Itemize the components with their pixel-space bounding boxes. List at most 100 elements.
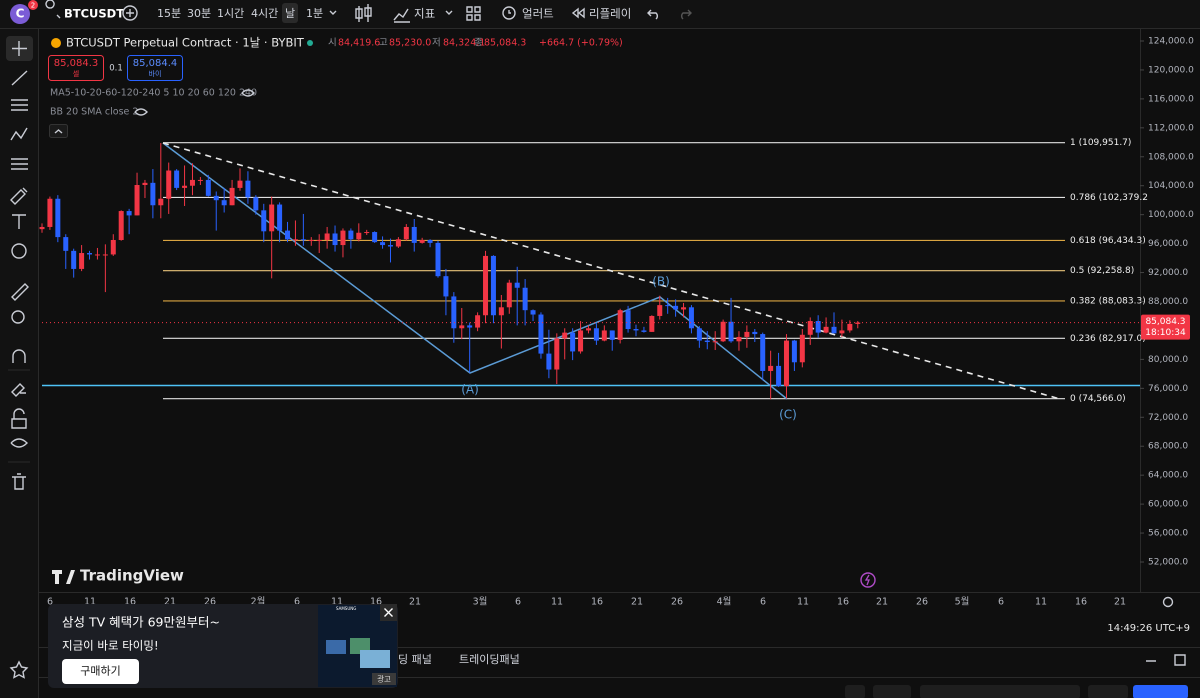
indicators-button[interactable]: 지표	[414, 7, 435, 21]
candle-body	[744, 331, 750, 337]
hide-tool[interactable]	[10, 438, 28, 448]
fib-tool[interactable]	[11, 99, 28, 111]
candle-body	[182, 185, 188, 188]
candle-body	[562, 332, 568, 339]
candle-body	[855, 322, 861, 324]
interval-button[interactable]: 1시간	[217, 7, 244, 20]
interval-button[interactable]: 날	[285, 7, 295, 20]
crosshair-tool[interactable]	[12, 41, 27, 56]
fib-label: 0 (74,566.0)	[1070, 394, 1126, 404]
date-tick-label: 16	[124, 597, 136, 608]
signal-icon	[864, 574, 870, 586]
redo-button[interactable]	[681, 9, 692, 20]
panel-controls[interactable]	[1146, 654, 1186, 666]
buy-button[interactable]	[127, 55, 183, 81]
price-tick-label: 88,000.0	[1148, 297, 1188, 307]
candle-body	[277, 204, 283, 231]
candle-body	[506, 282, 512, 308]
candle-body	[269, 204, 275, 232]
time-axis: 6 11 16 21 26 2월 6 11 16 21 3월 6 11 16 21 26 4월 6 11 16 21 26…	[47, 596, 1126, 608]
interval-button[interactable]: 15분	[157, 7, 181, 20]
interval-button[interactable]: 4시간	[251, 7, 278, 20]
candle-body	[570, 332, 576, 352]
interval-button[interactable]: 30분	[187, 7, 211, 20]
panel-button[interactable]	[873, 685, 911, 698]
trendline-tool[interactable]	[11, 70, 28, 86]
replay-button[interactable]: 리플레이	[589, 7, 631, 21]
pattern-tool[interactable]	[10, 127, 28, 141]
interval-button[interactable]: 1분	[306, 7, 323, 20]
lock-tool[interactable]	[11, 408, 27, 429]
candle-body	[657, 305, 663, 316]
brush-tool[interactable]	[10, 187, 28, 205]
ohlc-label: 종	[474, 38, 483, 49]
candle-body	[696, 328, 702, 341]
fib-label: 0.5 (92,258.8)	[1070, 266, 1134, 276]
candle-body	[285, 230, 291, 240]
delete-tool[interactable]	[12, 473, 26, 490]
candle-body	[63, 237, 69, 251]
hide-bb[interactable]	[134, 108, 148, 116]
collapse-legend[interactable]	[49, 124, 68, 138]
candle-body	[839, 330, 845, 334]
avatar[interactable]	[10, 4, 30, 24]
favorites-tool[interactable]	[9, 660, 29, 679]
signal-button[interactable]	[860, 572, 876, 588]
forecast-tool[interactable]	[11, 158, 28, 170]
interval-active-bg	[282, 3, 298, 23]
symbol[interactable]: BTCUSDT	[64, 7, 124, 21]
buy-price: 85,084.4	[133, 58, 178, 69]
candle-type-icon[interactable]	[355, 4, 372, 22]
candle-body	[39, 226, 45, 230]
price-tick-label: 92,000.0	[1148, 268, 1188, 278]
sell-button[interactable]	[48, 55, 104, 81]
axis-settings[interactable]	[1162, 596, 1174, 608]
magnet-tool[interactable]	[12, 349, 26, 363]
panel-primary-button[interactable]	[1133, 685, 1188, 698]
date-tick-label: 21	[1114, 597, 1126, 608]
candle-body	[498, 307, 504, 316]
date-tick-label: 11	[797, 597, 809, 608]
price-tick-label: 80,000.0	[1148, 355, 1188, 365]
zoom-tool[interactable]	[11, 310, 25, 324]
ad-button[interactable]	[62, 659, 139, 684]
candle-body	[166, 170, 172, 199]
panel-button[interactable]	[845, 685, 865, 698]
text-tool[interactable]	[12, 214, 26, 229]
panel-tab[interactable]: 트레이딩패널	[459, 653, 520, 666]
ad-subline: 지금이 바로 타이밍!	[62, 639, 159, 653]
panel-tab[interactable]: 딩 패널	[398, 653, 432, 666]
price-tick-label: 64,000.0	[1148, 471, 1188, 481]
undo-button[interactable]	[647, 9, 658, 20]
candle-body	[673, 305, 679, 310]
ad-button-label: 구매하기	[80, 664, 120, 678]
panel-select[interactable]	[920, 685, 1080, 698]
emoji-tool[interactable]	[11, 243, 27, 259]
candle-body	[364, 232, 370, 234]
lock-draw-tool[interactable]	[11, 383, 26, 397]
layout-icon[interactable]	[466, 6, 481, 21]
alert-button[interactable]: 얼러트	[522, 7, 554, 21]
candle-body	[815, 321, 821, 333]
wave-label: (A)	[461, 383, 479, 397]
measure-tool[interactable]	[11, 283, 29, 301]
candle-body	[593, 328, 599, 341]
date-tick-label: 26	[916, 597, 928, 608]
compare-button[interactable]	[122, 5, 138, 21]
candle-body	[87, 253, 93, 255]
candle-body	[625, 310, 631, 329]
hide-ma[interactable]	[241, 89, 255, 97]
change: +664.7 (+0.79%)	[539, 38, 623, 49]
notification-count: 2	[31, 2, 35, 10]
candle-body	[300, 239, 306, 241]
candle-body	[847, 323, 853, 331]
ohlc-label: 시	[328, 38, 337, 49]
clock: 14:49:26 UTC+9	[1107, 623, 1190, 634]
candle-body	[451, 296, 457, 329]
panel-button[interactable]	[1088, 685, 1128, 698]
buy-label: 바이	[149, 69, 162, 78]
candle-body	[649, 315, 655, 332]
candle-body	[823, 326, 829, 333]
date-tick-label: 21	[876, 597, 888, 608]
candle-body	[316, 239, 322, 241]
